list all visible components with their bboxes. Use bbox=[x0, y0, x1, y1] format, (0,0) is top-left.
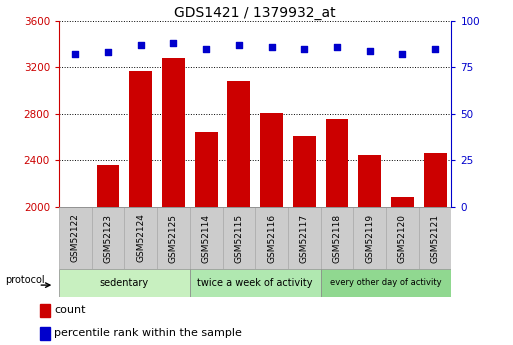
Point bbox=[366, 48, 374, 53]
Point bbox=[136, 42, 145, 48]
Text: GSM52115: GSM52115 bbox=[234, 214, 243, 263]
FancyBboxPatch shape bbox=[190, 269, 321, 297]
FancyBboxPatch shape bbox=[255, 207, 288, 269]
Bar bbox=[195, 132, 218, 207]
Text: percentile rank within the sample: percentile rank within the sample bbox=[54, 328, 242, 338]
FancyBboxPatch shape bbox=[321, 207, 353, 269]
FancyBboxPatch shape bbox=[190, 207, 223, 269]
Point bbox=[71, 51, 80, 57]
FancyBboxPatch shape bbox=[124, 207, 157, 269]
Bar bbox=[391, 197, 414, 207]
Text: GSM52117: GSM52117 bbox=[300, 214, 309, 263]
Text: GSM52116: GSM52116 bbox=[267, 214, 276, 263]
Bar bbox=[358, 155, 381, 207]
Bar bbox=[227, 81, 250, 207]
FancyBboxPatch shape bbox=[288, 207, 321, 269]
Text: GSM52124: GSM52124 bbox=[136, 214, 145, 263]
Text: GSM52114: GSM52114 bbox=[202, 214, 211, 263]
Text: count: count bbox=[54, 305, 86, 315]
Bar bbox=[40, 327, 50, 340]
FancyBboxPatch shape bbox=[321, 269, 451, 297]
Point bbox=[104, 50, 112, 55]
Point bbox=[235, 42, 243, 48]
Bar bbox=[162, 58, 185, 207]
Bar bbox=[40, 304, 50, 317]
Text: sedentary: sedentary bbox=[100, 278, 149, 288]
FancyBboxPatch shape bbox=[92, 207, 124, 269]
Point bbox=[169, 40, 177, 46]
FancyBboxPatch shape bbox=[419, 207, 451, 269]
Text: GSM52125: GSM52125 bbox=[169, 214, 178, 263]
Bar bbox=[96, 165, 120, 207]
Point bbox=[300, 46, 308, 51]
Text: GSM52123: GSM52123 bbox=[104, 214, 112, 263]
Text: GSM52120: GSM52120 bbox=[398, 214, 407, 263]
Text: twice a week of activity: twice a week of activity bbox=[198, 278, 313, 288]
Bar bbox=[129, 71, 152, 207]
Bar bbox=[293, 136, 315, 207]
Point bbox=[202, 46, 210, 51]
Text: GSM52119: GSM52119 bbox=[365, 214, 374, 263]
Text: protocol: protocol bbox=[5, 275, 44, 285]
FancyBboxPatch shape bbox=[157, 207, 190, 269]
Bar bbox=[326, 118, 348, 207]
Text: every other day of activity: every other day of activity bbox=[330, 278, 442, 287]
FancyBboxPatch shape bbox=[59, 207, 92, 269]
Point bbox=[333, 44, 341, 50]
Text: GSM52121: GSM52121 bbox=[430, 214, 440, 263]
FancyBboxPatch shape bbox=[223, 207, 255, 269]
FancyBboxPatch shape bbox=[386, 207, 419, 269]
Bar bbox=[260, 113, 283, 207]
FancyBboxPatch shape bbox=[59, 269, 190, 297]
FancyBboxPatch shape bbox=[353, 207, 386, 269]
Point bbox=[398, 51, 406, 57]
Point bbox=[267, 44, 275, 50]
Point bbox=[431, 46, 439, 51]
Title: GDS1421 / 1379932_at: GDS1421 / 1379932_at bbox=[174, 6, 336, 20]
Bar bbox=[424, 154, 446, 207]
Text: GSM52118: GSM52118 bbox=[332, 214, 342, 263]
Text: GSM52122: GSM52122 bbox=[71, 214, 80, 263]
